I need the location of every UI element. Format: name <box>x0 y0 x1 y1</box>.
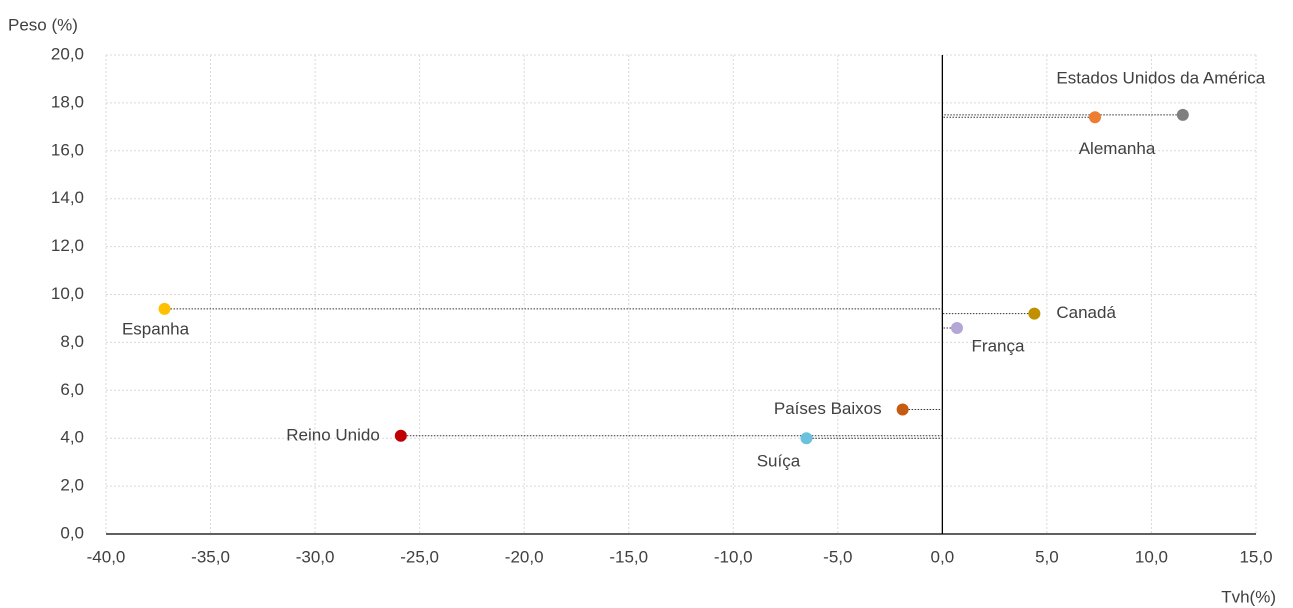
point-label: Reino Unido <box>286 425 380 444</box>
x-tick-label: -20,0 <box>505 547 544 566</box>
x-tick-label: -40,0 <box>87 547 126 566</box>
point <box>896 403 909 416</box>
y-tick-label: 16,0 <box>51 140 84 159</box>
y-tick-label: 2,0 <box>60 476 84 495</box>
point <box>158 302 171 315</box>
point-label: Suíça <box>757 452 801 471</box>
point <box>1176 108 1189 121</box>
x-tick-label: 15,0 <box>1239 547 1272 566</box>
point <box>1089 111 1101 124</box>
x-tick-label: -5,0 <box>823 547 852 566</box>
x-tick-label: -15,0 <box>609 547 648 566</box>
y-tick-label: 6,0 <box>60 380 84 399</box>
x-tick-label: 0,0 <box>931 547 955 566</box>
x-tick-label: -30,0 <box>296 547 335 566</box>
x-tick-label: 10,0 <box>1135 547 1168 566</box>
y-tick-label: 20,0 <box>51 44 84 63</box>
y-axis-title: Peso (%) <box>8 15 78 34</box>
x-tick-label: -10,0 <box>714 547 753 566</box>
y-tick-label: 0,0 <box>60 523 84 542</box>
point-label: Países Baixos <box>774 399 882 418</box>
y-tick-label: 18,0 <box>51 92 84 111</box>
x-tick-label: -35,0 <box>191 547 230 566</box>
y-tick-label: 8,0 <box>60 332 84 351</box>
y-tick-label: 10,0 <box>51 284 84 303</box>
point <box>951 322 963 335</box>
y-tick-label: 4,0 <box>60 428 84 447</box>
y-tick-label: 12,0 <box>51 236 84 255</box>
x-tick-label: 5,0 <box>1035 547 1059 566</box>
x-tick-label: -25,0 <box>400 547 439 566</box>
point <box>800 432 813 445</box>
point-label: Alemanha <box>1079 139 1156 158</box>
point <box>394 429 407 442</box>
x-axis-title: Tvh(%) <box>1221 587 1276 606</box>
point-label: Estados Unidos da América <box>1056 68 1265 87</box>
point-label: Canadá <box>1056 303 1116 322</box>
y-tick-label: 14,0 <box>51 188 84 207</box>
point-label: França <box>972 337 1025 356</box>
point <box>1028 307 1041 320</box>
point-label: Espanha <box>122 319 190 338</box>
